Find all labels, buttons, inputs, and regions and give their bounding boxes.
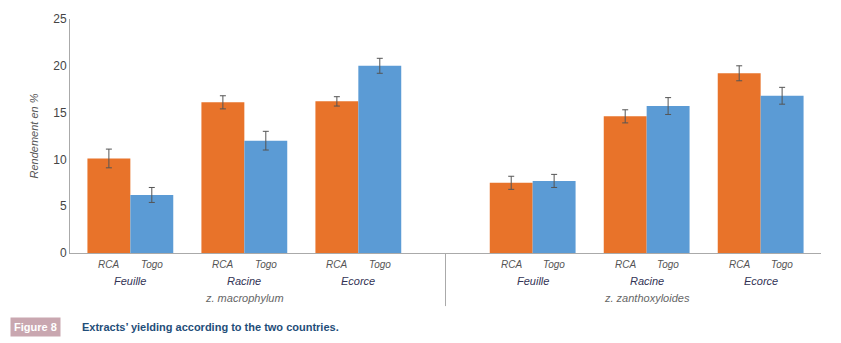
svg-text:Togo: Togo [369, 259, 391, 270]
svg-text:z. zanthoxyloides: z. zanthoxyloides [604, 292, 690, 304]
svg-text:15: 15 [53, 106, 67, 120]
svg-text:RCA: RCA [615, 259, 636, 270]
svg-text:z. macrophylum: z. macrophylum [205, 292, 284, 304]
svg-text:Figure 8: Figure 8 [14, 321, 57, 333]
svg-text:Racine: Racine [227, 275, 261, 287]
svg-text:Racine: Racine [630, 275, 664, 287]
svg-text:Ecorce: Ecorce [341, 275, 375, 287]
svg-text:Feuille: Feuille [114, 275, 146, 287]
svg-text:RCA: RCA [98, 259, 119, 270]
svg-text:RCA: RCA [212, 259, 233, 270]
svg-text:Togo: Togo [141, 259, 163, 270]
svg-text:Ecorce: Ecorce [744, 275, 778, 287]
svg-text:Feuille: Feuille [517, 275, 549, 287]
svg-text:5: 5 [60, 199, 67, 213]
svg-text:Togo: Togo [657, 259, 679, 270]
svg-text:Rendement en %: Rendement en % [28, 93, 40, 178]
svg-text:Togo: Togo [543, 259, 565, 270]
svg-text:Extracts’ yielding according t: Extracts’ yielding according to the two … [82, 321, 339, 333]
svg-text:Togo: Togo [255, 259, 277, 270]
svg-text:RCA: RCA [729, 259, 750, 270]
svg-text:Togo: Togo [771, 259, 793, 270]
svg-text:RCA: RCA [326, 259, 347, 270]
svg-text:25: 25 [53, 12, 67, 26]
svg-text:RCA: RCA [501, 259, 522, 270]
svg-text:20: 20 [53, 59, 67, 73]
svg-text:0: 0 [60, 246, 67, 260]
svg-text:10: 10 [53, 153, 67, 167]
